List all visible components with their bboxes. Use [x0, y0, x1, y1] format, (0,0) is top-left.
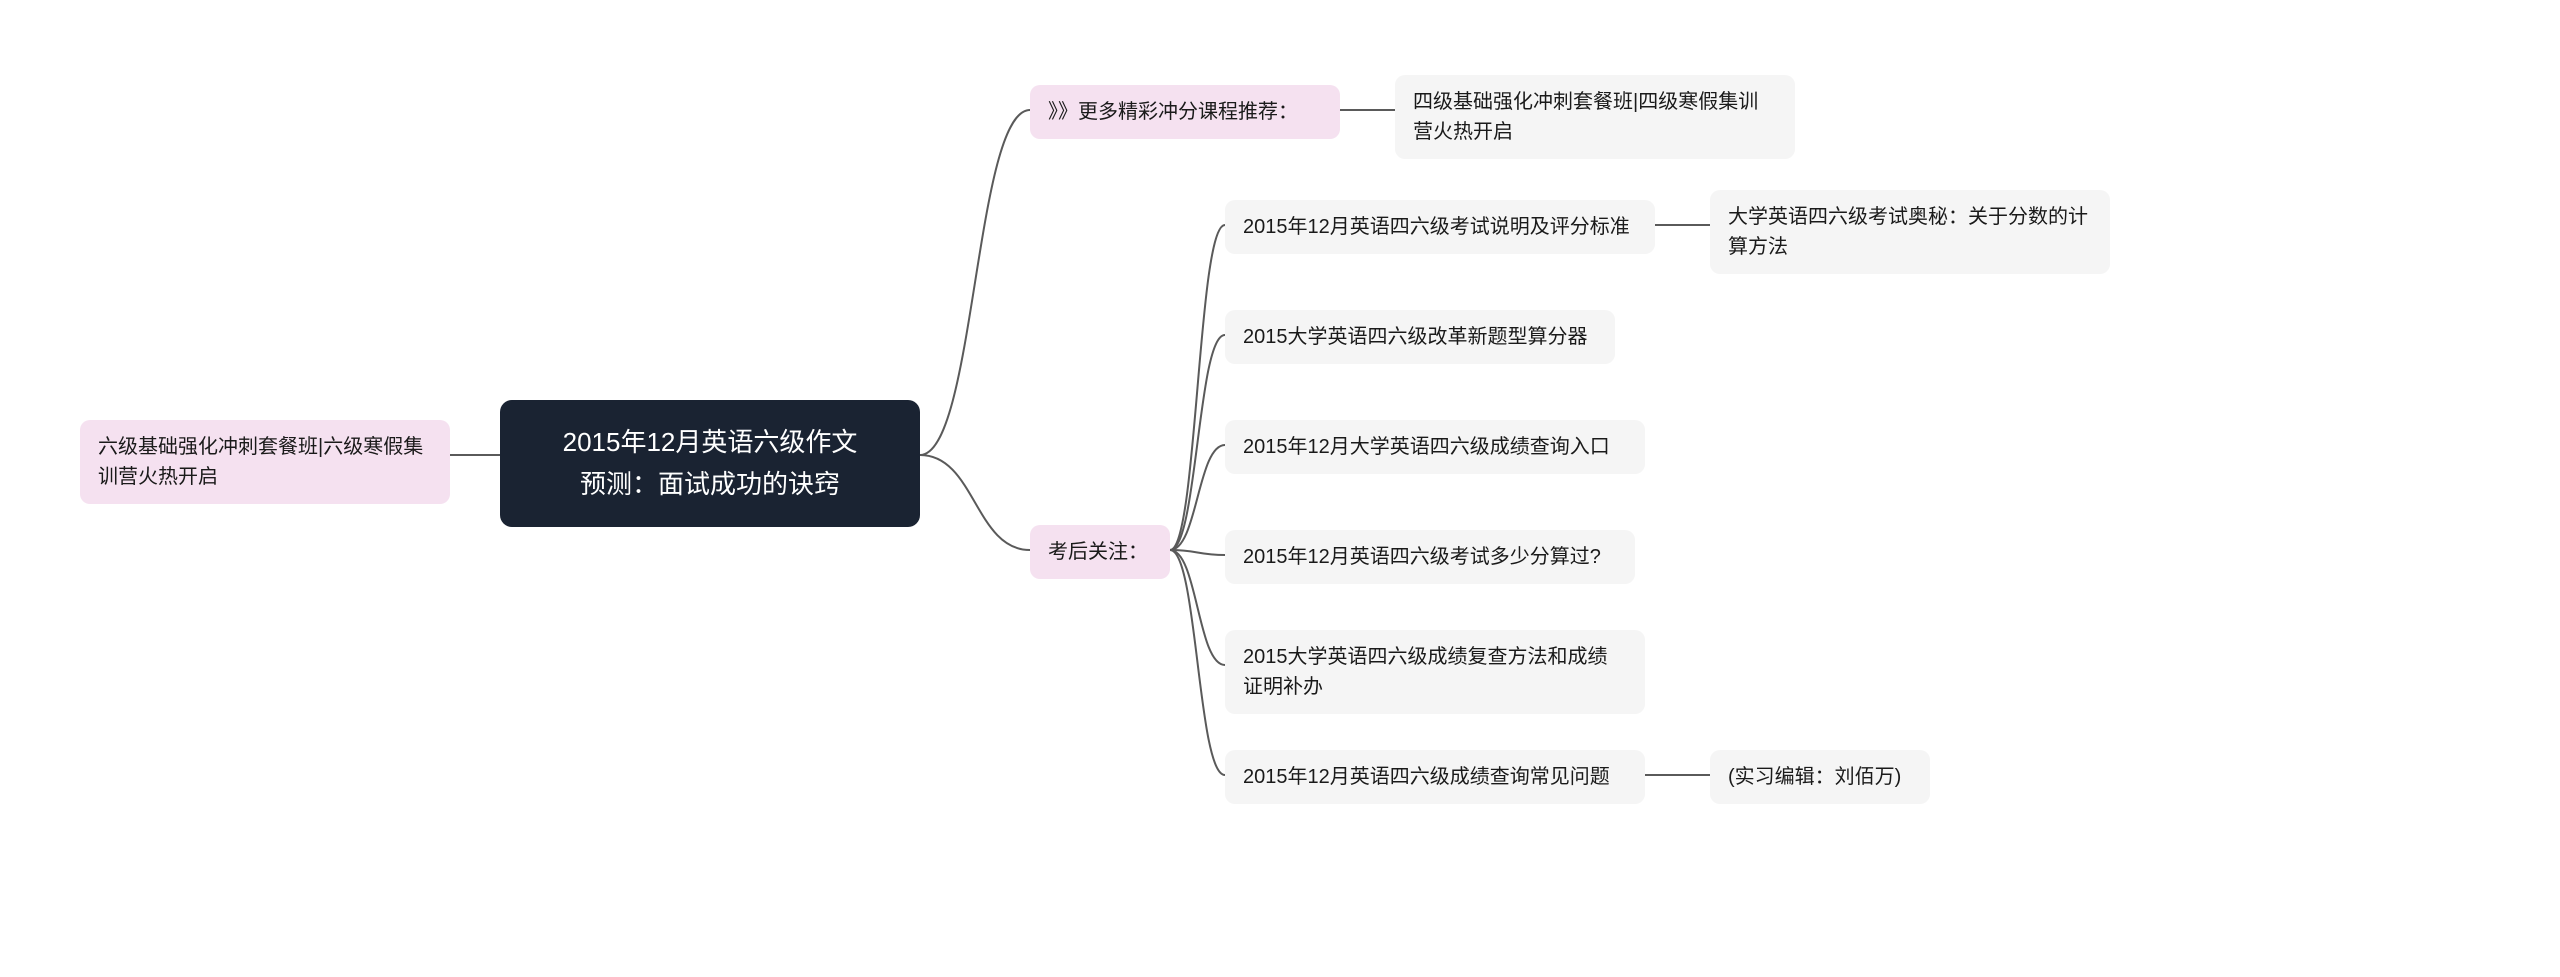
right-branch-courses-label: 》》更多精彩冲分课程推荐：: [1048, 97, 1298, 127]
right-branch-courses[interactable]: 》》更多精彩冲分课程推荐：: [1030, 85, 1340, 139]
courses-child-1-label: 四级基础强化冲刺套餐班|四级寒假集训营火热开启: [1413, 87, 1777, 147]
right-branch-after-exam[interactable]: 考后关注：: [1030, 525, 1170, 579]
after-exam-item-6-child[interactable]: (实习编辑：刘佰万): [1710, 750, 1930, 804]
after-exam-item-2-label: 2015大学英语四六级改革新题型算分器: [1243, 322, 1588, 352]
mindmap-root-node[interactable]: 2015年12月英语六级作文 预测：面试成功的诀窍: [500, 400, 920, 527]
right-branch-after-exam-label: 考后关注：: [1048, 537, 1148, 567]
left-branch-node[interactable]: 六级基础强化冲刺套餐班|六级寒假集训营火热开启: [80, 420, 450, 504]
after-exam-item-5-label: 2015大学英语四六级成绩复查方法和成绩证明补办: [1243, 642, 1627, 702]
after-exam-item-2[interactable]: 2015大学英语四六级改革新题型算分器: [1225, 310, 1615, 364]
courses-child-1[interactable]: 四级基础强化冲刺套餐班|四级寒假集训营火热开启: [1395, 75, 1795, 159]
after-exam-item-6-label: 2015年12月英语四六级成绩查询常见问题: [1243, 762, 1610, 792]
left-branch-label: 六级基础强化冲刺套餐班|六级寒假集训营火热开启: [98, 432, 432, 492]
after-exam-item-1-label: 2015年12月英语四六级考试说明及评分标准: [1243, 212, 1630, 242]
after-exam-item-6-child-label: (实习编辑：刘佰万): [1728, 762, 1901, 792]
after-exam-item-6[interactable]: 2015年12月英语四六级成绩查询常见问题: [1225, 750, 1645, 804]
root-label: 2015年12月英语六级作文 预测：面试成功的诀窍: [563, 422, 858, 505]
after-exam-item-1[interactable]: 2015年12月英语四六级考试说明及评分标准: [1225, 200, 1655, 254]
after-exam-item-1-child[interactable]: 大学英语四六级考试奥秘：关于分数的计算方法: [1710, 190, 2110, 274]
after-exam-item-1-child-label: 大学英语四六级考试奥秘：关于分数的计算方法: [1728, 202, 2092, 262]
after-exam-item-4[interactable]: 2015年12月英语四六级考试多少分算过?: [1225, 530, 1635, 584]
after-exam-item-3[interactable]: 2015年12月大学英语四六级成绩查询入口: [1225, 420, 1645, 474]
after-exam-item-3-label: 2015年12月大学英语四六级成绩查询入口: [1243, 432, 1610, 462]
after-exam-item-5[interactable]: 2015大学英语四六级成绩复查方法和成绩证明补办: [1225, 630, 1645, 714]
after-exam-item-4-label: 2015年12月英语四六级考试多少分算过?: [1243, 542, 1601, 572]
